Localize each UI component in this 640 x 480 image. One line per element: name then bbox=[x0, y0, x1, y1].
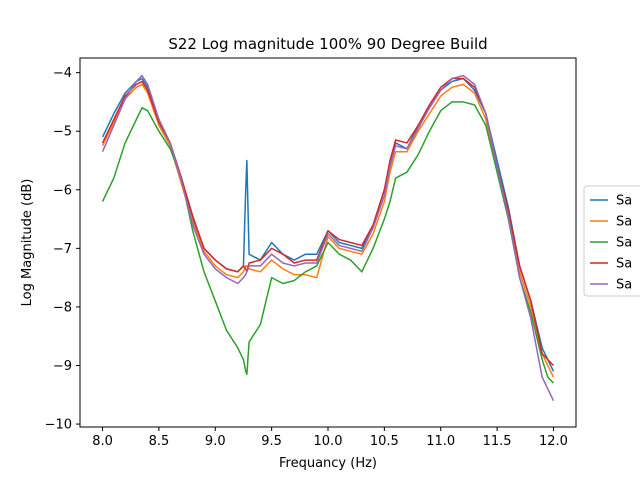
x-tick-label: 10.5 bbox=[370, 434, 399, 449]
x-axis-label: Frequancy (Hz) bbox=[279, 456, 377, 471]
x-tick-label: 9.0 bbox=[205, 434, 226, 449]
plot-lines bbox=[101, 74, 555, 401]
x-tick-label: 8.0 bbox=[92, 434, 113, 449]
y-axis-label: Log Magnitude (dB) bbox=[20, 179, 35, 307]
legend-label: Sa bbox=[616, 194, 632, 209]
x-axis-ticks: 8.0 8.5 9.0 9.5 10.0 10.5 11.0 11.5 12.0 bbox=[92, 427, 568, 449]
legend: Sa Sa Sa Sa Sa bbox=[583, 185, 640, 297]
y-tick-label: −4 bbox=[53, 66, 72, 81]
legend-frame bbox=[583, 185, 640, 297]
series-line-2 bbox=[101, 83, 555, 378]
y-tick-label: −9 bbox=[53, 359, 72, 374]
x-tick-label: 9.5 bbox=[261, 434, 282, 449]
legend-label: Sa bbox=[616, 257, 632, 272]
series-line-5 bbox=[101, 74, 555, 401]
x-tick-label: 11.5 bbox=[483, 434, 512, 449]
x-tick-label: 11.0 bbox=[426, 434, 455, 449]
x-tick-label: 10.0 bbox=[314, 434, 343, 449]
y-tick-label: −8 bbox=[53, 300, 72, 315]
legend-label: Sa bbox=[616, 215, 632, 230]
y-tick-label: −10 bbox=[45, 418, 72, 433]
x-tick-label: 12.0 bbox=[539, 434, 568, 449]
y-axis-ticks: −10 −9 −8 −7 −6 −5 −4 bbox=[45, 66, 80, 433]
legend-label: Sa bbox=[616, 236, 632, 251]
y-tick-label: −7 bbox=[53, 242, 72, 257]
legend-label: Sa bbox=[616, 278, 632, 293]
x-tick-label: 8.5 bbox=[149, 434, 170, 449]
chart-title: S22 Log magnitude 100% 90 Degree Build bbox=[168, 35, 487, 53]
y-tick-label: −5 bbox=[53, 125, 72, 140]
y-tick-label: −6 bbox=[53, 183, 72, 198]
